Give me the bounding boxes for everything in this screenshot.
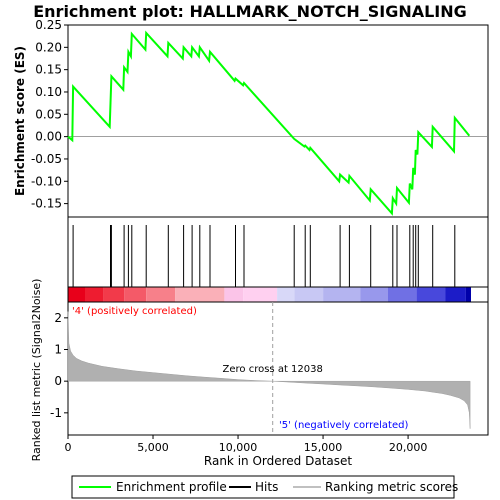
rank-x-tick-label: 20,000 <box>389 441 428 454</box>
es-y-tick-label: -0.10 <box>31 174 62 188</box>
legend-metric-label: Ranking metric scores <box>325 480 458 494</box>
heat-cell <box>68 287 85 302</box>
rank-x-axis-label: Rank in Ordered Dataset <box>204 454 352 468</box>
rank-x-axis: 0 5,000 10,000 15,000 20,000 <box>65 435 428 454</box>
es-y-tick-label: 0.20 <box>35 40 62 54</box>
es-y-tick-label: -0.05 <box>31 152 62 166</box>
heat-cell <box>294 287 324 302</box>
rank-x-tick-label: 15,000 <box>304 441 343 454</box>
bottom-plot-frame <box>67 301 489 436</box>
es-y-tick-label: 0.05 <box>35 107 62 121</box>
es-y-tick-label: 0.15 <box>35 63 62 77</box>
metric-y-tick-label: 0 <box>54 374 62 388</box>
heat-cell <box>323 287 361 302</box>
metric-y-axis: -1 0 1 2 <box>50 311 68 420</box>
heat-cell <box>277 287 295 302</box>
heat-cell <box>175 287 225 302</box>
metric-y-tick-label: -1 <box>50 406 62 420</box>
enrichment-score-panel: -0.15-0.10-0.050.000.050.100.150.200.25 … <box>13 18 489 218</box>
enrichment-profile-line <box>67 30 471 216</box>
legend-hits-label: Hits <box>255 480 278 494</box>
es-y-tick-label: 0.25 <box>35 18 62 32</box>
rank-heat-strip <box>67 286 489 303</box>
heat-cell <box>445 287 466 302</box>
chart-title: Enrichment plot: HALLMARK_NOTCH_SIGNALIN… <box>33 2 467 21</box>
heat-cell <box>146 287 176 302</box>
positive-correlation-label: '4' (positively correlated) <box>72 306 197 317</box>
rank-x-tick-label: 10,000 <box>219 441 258 454</box>
heat-cell <box>387 287 417 302</box>
es-y-axis: -0.15 -0.10 -0.05 0.00 0.05 0.10 0.15 0.20 0.25 <box>31 18 68 211</box>
metric-y-tick-label: 2 <box>54 311 62 325</box>
heat-cell <box>103 287 125 302</box>
ranking-metric-area <box>67 311 471 429</box>
metric-y-tick-label: 1 <box>54 343 62 357</box>
legend-enrichment-label: Enrichment profile <box>116 480 227 494</box>
hits-frame <box>67 216 489 288</box>
heat-cell <box>416 287 446 302</box>
heat-cell <box>85 287 104 302</box>
rank-x-tick-label: 0 <box>65 441 72 454</box>
hits-panel <box>67 216 489 288</box>
es-y-tick-label: 0.10 <box>35 85 62 99</box>
es-y-tick-label: 0.00 <box>35 130 62 144</box>
es-y-axis-label: Enrichment score (ES) <box>13 46 27 196</box>
rank-x-tick-label: 5,000 <box>137 441 169 454</box>
heat-cell <box>224 287 244 302</box>
heat-cell <box>360 287 388 302</box>
negative-correlation-label: '5' (negatively correlated) <box>279 420 408 431</box>
heat-cell <box>124 287 147 302</box>
heat-cell <box>243 287 278 302</box>
heat-cell <box>465 287 471 302</box>
legend: Enrichment profile Hits Ranking metric s… <box>71 475 458 499</box>
hit-markers <box>72 225 456 287</box>
es-y-tick-label: -0.15 <box>31 197 62 211</box>
metric-y-axis-label: Ranked list metric (Signal2Noise) <box>30 279 43 462</box>
legend-box <box>71 475 455 499</box>
ranked-metric-panel: Zero cross at 12038 '4' (positively corr… <box>30 279 489 468</box>
zero-cross-label: Zero cross at 12038 <box>223 364 323 375</box>
